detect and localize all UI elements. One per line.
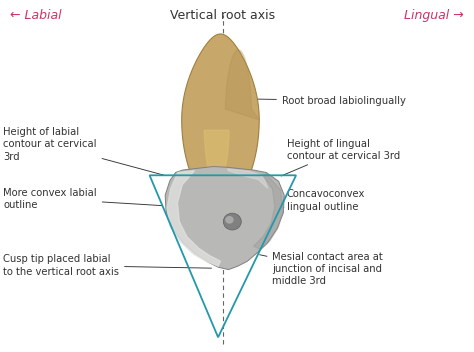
Text: ← Labial: ← Labial [10,10,62,23]
Text: Cusp tip placed labial
to the vertical root axis: Cusp tip placed labial to the vertical r… [3,254,211,277]
Polygon shape [167,171,220,266]
Polygon shape [204,130,229,187]
Ellipse shape [225,216,234,224]
Polygon shape [228,169,268,188]
Text: Mesial contact area at
junction of incisal and
middle 3rd: Mesial contact area at junction of incis… [260,252,383,286]
Text: Height of lingual
contour at cervical 3rd: Height of lingual contour at cervical 3r… [281,138,400,176]
Text: Root broad labiolingually: Root broad labiolingually [247,96,406,106]
Text: Vertical root axis: Vertical root axis [170,10,275,23]
Polygon shape [165,166,284,270]
Text: Height of labial
contour at cervical
3rd: Height of labial contour at cervical 3rd [3,127,164,175]
Text: Lingual →: Lingual → [404,10,464,23]
Text: More convex labial
outline: More convex labial outline [3,188,163,210]
Text: Concavoconvex
lingual outline: Concavoconvex lingual outline [283,189,365,212]
Polygon shape [225,50,259,120]
Ellipse shape [223,213,241,230]
Polygon shape [182,34,259,206]
Polygon shape [254,174,283,250]
